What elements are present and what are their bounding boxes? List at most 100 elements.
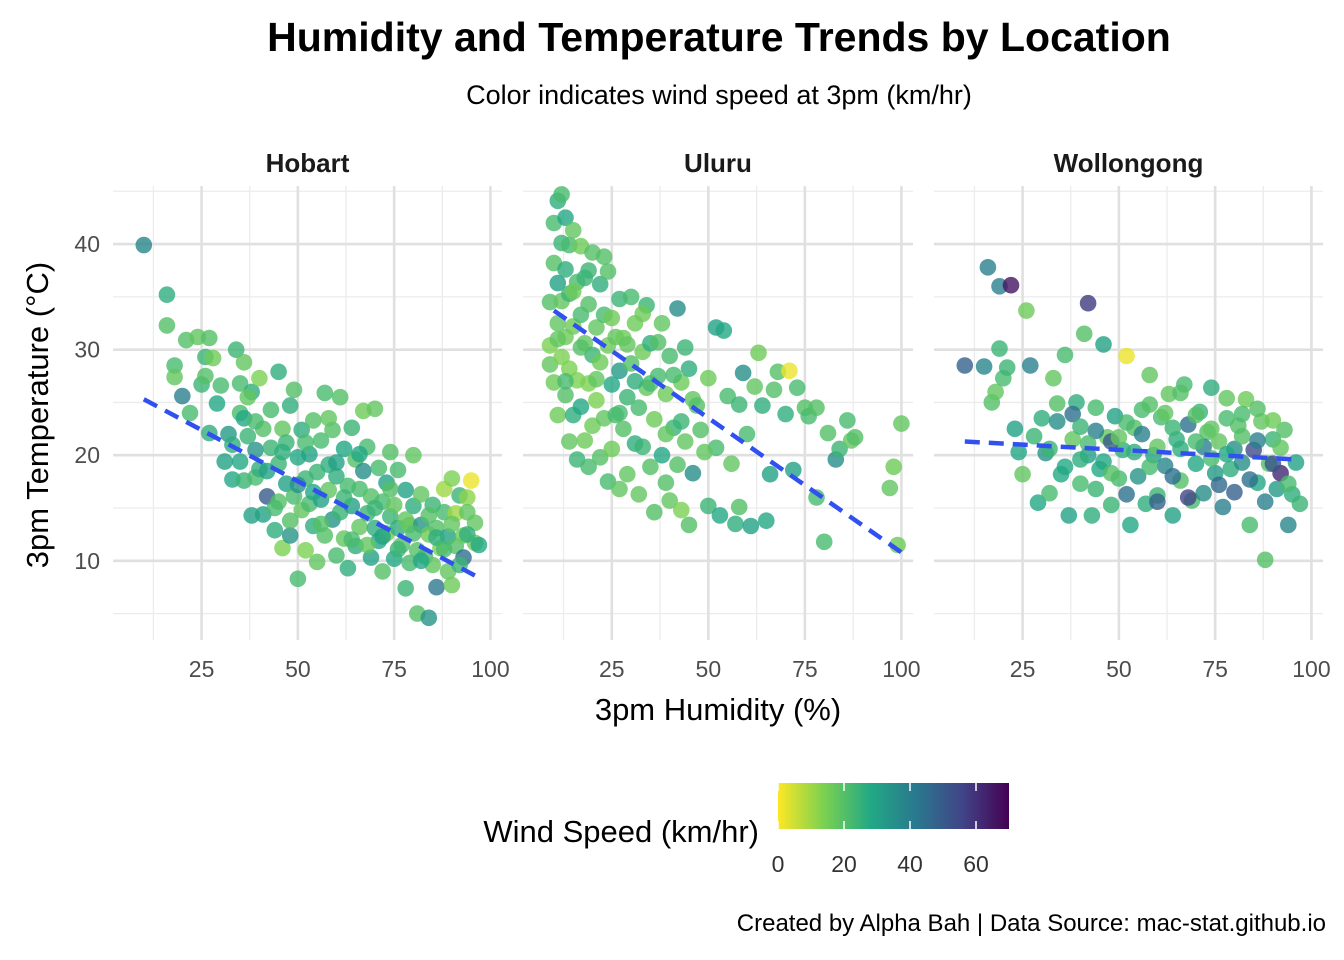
data-point	[297, 542, 314, 559]
x-tick-label: 100	[882, 656, 920, 682]
facet-panel-hobart: Hobart 25 50 75 100 10 20 30 40	[74, 148, 509, 682]
data-point	[819, 424, 837, 442]
data-point	[247, 413, 264, 430]
data-point	[1060, 507, 1078, 524]
data-point	[956, 357, 974, 374]
data-point	[991, 340, 1008, 357]
data-point	[1018, 302, 1035, 319]
data-point	[591, 354, 609, 371]
data-point	[1118, 486, 1135, 503]
data-point	[777, 405, 794, 423]
data-point	[235, 354, 253, 371]
data-point	[258, 462, 276, 480]
data-point	[1006, 420, 1024, 438]
data-point	[1072, 475, 1089, 493]
data-point	[619, 465, 636, 483]
data-point	[328, 468, 345, 485]
data-point	[549, 406, 567, 424]
data-point	[1149, 493, 1166, 511]
data-point	[711, 507, 729, 524]
data-point	[646, 503, 663, 521]
x-tick-label: 25	[1010, 656, 1036, 682]
data-point	[281, 527, 299, 544]
data-point	[1118, 347, 1135, 365]
data-point	[274, 420, 291, 438]
data-point	[611, 404, 628, 422]
data-point	[553, 186, 570, 203]
data-point	[281, 397, 299, 414]
data-point	[1002, 276, 1020, 294]
trend-line	[964, 439, 1297, 462]
y-tick-label: 40	[74, 231, 100, 257]
data-point	[1272, 439, 1289, 457]
data-point	[846, 429, 864, 446]
x-tick-label: 75	[1202, 656, 1228, 682]
data-point	[669, 300, 686, 317]
data-point	[158, 317, 176, 334]
data-point	[1141, 458, 1158, 476]
data-point	[839, 412, 856, 429]
data-point	[622, 288, 640, 306]
data-point	[385, 496, 403, 514]
data-point	[320, 410, 338, 427]
data-point	[1087, 480, 1105, 498]
facet-panel-uluru: Uluru 25 50 75 100	[523, 148, 921, 682]
data-point	[389, 540, 407, 558]
data-point	[734, 364, 752, 382]
data-point	[212, 377, 230, 394]
chart-subtitle: Color indicates wind speed at 3pm (km/hr…	[466, 80, 972, 110]
data-point	[680, 360, 698, 378]
data-point	[420, 507, 438, 524]
data-point	[715, 322, 733, 339]
data-point	[135, 236, 153, 254]
data-point	[166, 357, 183, 374]
data-point	[1033, 410, 1051, 427]
x-tick-label: 50	[1106, 656, 1132, 682]
data-point	[328, 547, 345, 564]
legend-title: Wind Speed (km/hr)	[483, 814, 759, 849]
data-point	[885, 458, 902, 476]
data-point	[1187, 433, 1205, 450]
data-point	[1214, 498, 1232, 516]
data-point	[1079, 294, 1097, 312]
data-point	[1218, 445, 1235, 463]
data-point	[808, 399, 825, 417]
facet-title: Wollongong	[1054, 148, 1204, 178]
data-point	[389, 461, 407, 479]
data-point	[397, 481, 415, 499]
data-point	[588, 392, 605, 409]
data-point	[459, 489, 476, 506]
legend-color-bar	[778, 783, 1009, 829]
data-point	[1226, 483, 1243, 501]
data-point	[626, 373, 644, 390]
data-point	[1141, 366, 1158, 384]
x-tick-label: 75	[792, 656, 818, 682]
data-point	[595, 248, 613, 265]
data-point	[557, 209, 574, 226]
data-point	[750, 344, 767, 362]
data-point	[742, 517, 760, 535]
data-point	[549, 315, 567, 332]
data-point	[1041, 484, 1058, 502]
data-point	[1164, 507, 1182, 524]
data-point	[1133, 425, 1151, 443]
data-point	[1172, 384, 1189, 402]
data-point	[1280, 516, 1297, 534]
data-point	[1102, 464, 1120, 482]
data-point	[297, 434, 314, 451]
data-point	[1164, 468, 1182, 485]
y-axis-label: 3pm Temperature (°C)	[20, 262, 55, 568]
data-point	[788, 379, 806, 397]
data-point	[580, 458, 597, 476]
data-point	[591, 449, 609, 466]
x-tick-label: 75	[381, 656, 407, 682]
data-point	[730, 498, 748, 516]
data-point	[1064, 431, 1081, 448]
data-point	[881, 479, 899, 497]
data-point	[673, 413, 690, 430]
data-point	[1102, 496, 1120, 514]
data-point	[166, 368, 183, 386]
data-point	[405, 525, 422, 542]
facet-title: Hobart	[266, 148, 350, 178]
data-point	[174, 387, 191, 405]
